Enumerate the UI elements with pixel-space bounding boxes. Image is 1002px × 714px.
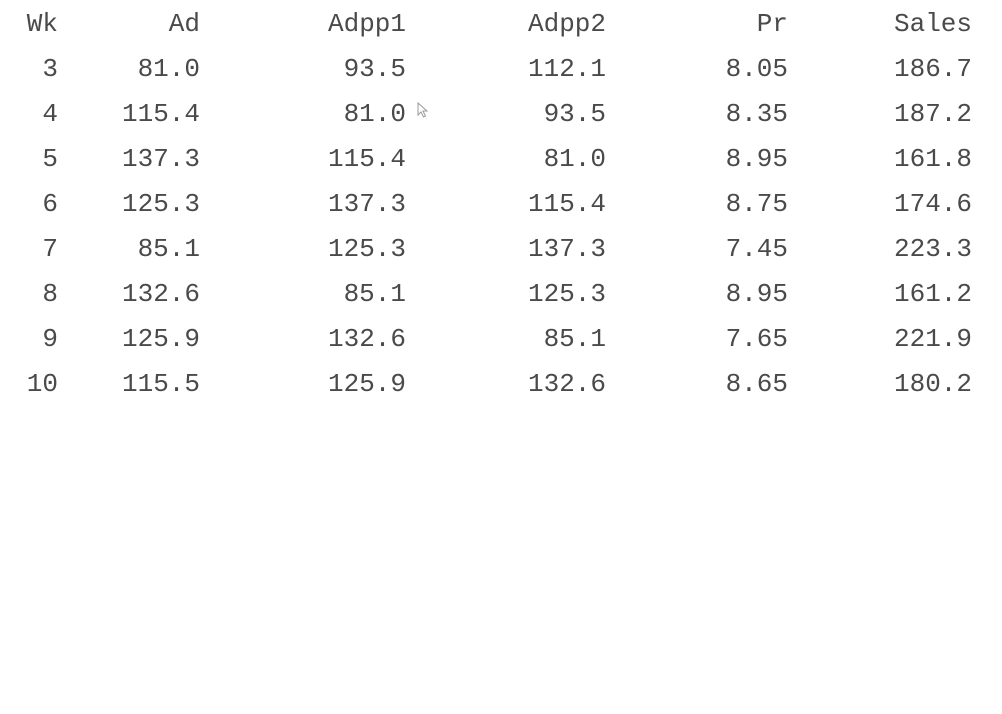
cell-ad: 115.4 <box>121 99 200 129</box>
cell-adpp2: 93.5 <box>543 99 606 129</box>
cell-sales: 187.2 <box>893 99 972 129</box>
cell-adpp1: 137.3 <box>327 189 406 219</box>
table-row: 7 85.1 125.3 137.3 7.45 223.3 <box>0 227 1002 271</box>
table-row: 3 81.0 93.5 112.1 8.05 186.7 <box>0 47 1002 91</box>
table-header-row: Wk Ad Adpp1 Adpp2 Pr Sales <box>0 2 1002 46</box>
column-header-adpp2: Adpp2 <box>527 9 606 39</box>
cell-adpp2: 137.3 <box>527 234 606 264</box>
cell-wk: 9 <box>42 324 58 354</box>
cell-adpp2: 125.3 <box>527 279 606 309</box>
cell-adpp1: 93.5 <box>343 54 406 84</box>
cell-pr: 8.05 <box>725 54 788 84</box>
cell-sales: 221.9 <box>893 324 972 354</box>
cell-adpp2: 132.6 <box>527 369 606 399</box>
table-row: 5 137.3 115.4 81.0 8.95 161.8 <box>0 137 1002 181</box>
cell-ad: 132.6 <box>121 279 200 309</box>
cell-sales: 186.7 <box>893 54 972 84</box>
cell-pr: 7.45 <box>725 234 788 264</box>
cell-ad: 125.3 <box>121 189 200 219</box>
cell-wk: 4 <box>42 99 58 129</box>
cell-wk: 7 <box>42 234 58 264</box>
table-row: 8 132.6 85.1 125.3 8.95 161.2 <box>0 272 1002 316</box>
cell-adpp1: 85.1 <box>343 279 406 309</box>
cell-sales: 223.3 <box>893 234 972 264</box>
mouse-pointer-icon <box>417 102 429 118</box>
cell-ad: 137.3 <box>121 144 200 174</box>
cell-ad: 81.0 <box>137 54 200 84</box>
cell-ad: 85.1 <box>137 234 200 264</box>
cell-pr: 8.95 <box>725 144 788 174</box>
cell-pr: 8.65 <box>725 369 788 399</box>
cell-sales: 161.8 <box>893 144 972 174</box>
column-header-ad: Ad <box>168 9 200 39</box>
table-row: 6 125.3 137.3 115.4 8.75 174.6 <box>0 182 1002 226</box>
cell-adpp2: 112.1 <box>527 54 606 84</box>
cell-sales: 174.6 <box>893 189 972 219</box>
cell-adpp1: 81.0 <box>343 99 406 129</box>
cell-adpp2: 81.0 <box>543 144 606 174</box>
cell-wk: 5 <box>42 144 58 174</box>
cell-adpp2: 115.4 <box>527 189 606 219</box>
cell-ad: 125.9 <box>121 324 200 354</box>
cell-adpp1: 132.6 <box>327 324 406 354</box>
cell-pr: 8.35 <box>725 99 788 129</box>
cell-sales: 161.2 <box>893 279 972 309</box>
table-row: 4 115.4 81.0 93.5 8.35 187.2 <box>0 92 1002 136</box>
cell-wk: 10 <box>26 369 58 399</box>
cell-ad: 115.5 <box>121 369 200 399</box>
cell-sales: 180.2 <box>893 369 972 399</box>
cell-wk: 3 <box>42 54 58 84</box>
column-header-sales: Sales <box>893 9 972 39</box>
cell-wk: 6 <box>42 189 58 219</box>
cell-wk: 8 <box>42 279 58 309</box>
cell-adpp2: 85.1 <box>543 324 606 354</box>
column-header-wk: Wk <box>26 9 58 39</box>
cell-adpp1: 125.3 <box>327 234 406 264</box>
cell-adpp1: 125.9 <box>327 369 406 399</box>
cell-pr: 8.75 <box>725 189 788 219</box>
cell-adpp1: 115.4 <box>327 144 406 174</box>
cell-pr: 8.95 <box>725 279 788 309</box>
table-row: 9 125.9 132.6 85.1 7.65 221.9 <box>0 317 1002 361</box>
cell-pr: 7.65 <box>725 324 788 354</box>
table-row: 10 115.5 125.9 132.6 8.65 180.2 <box>0 362 1002 406</box>
column-header-pr: Pr <box>756 9 788 39</box>
column-header-adpp1: Adpp1 <box>327 9 406 39</box>
